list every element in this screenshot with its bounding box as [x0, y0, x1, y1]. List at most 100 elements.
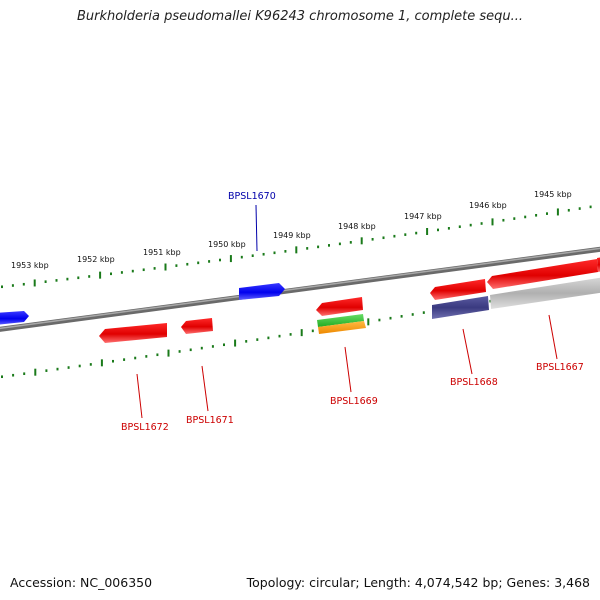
- gene-label: BPSL1669: [330, 396, 378, 407]
- minor-tick: [338, 242, 341, 246]
- minor-tick: [371, 237, 374, 241]
- minor-tick: [489, 299, 492, 303]
- minor-tick: [55, 279, 58, 282]
- minor-tick: [189, 348, 192, 352]
- minor-tick: [535, 213, 538, 217]
- gene-feature-bpsl1669[interactable]: [316, 297, 363, 316]
- minor-tick: [382, 236, 385, 240]
- minor-tick: [400, 315, 403, 318]
- accession-text: Accession: NC_006350: [10, 575, 153, 590]
- label-leaders: [136, 204, 558, 419]
- minor-tick: [45, 369, 48, 372]
- minor-tick: [245, 340, 248, 343]
- minor-tick: [306, 247, 309, 250]
- minor-tick: [524, 215, 527, 219]
- minor-tick: [589, 205, 592, 209]
- minor-tick: [77, 276, 80, 280]
- major-tick: [300, 329, 303, 337]
- minor-tick: [89, 363, 92, 366]
- minor-tick: [328, 244, 330, 247]
- minor-tick: [378, 318, 381, 322]
- gene-feature-bpsl1672[interactable]: [99, 323, 167, 343]
- major-tick: [367, 318, 370, 326]
- minor-tick: [123, 358, 126, 361]
- minor-tick: [422, 311, 425, 314]
- map-title: Burkholderia pseudomallei K96243 chromos…: [76, 9, 524, 24]
- chromosome-backbone: [0, 246, 600, 332]
- gene-feature-bpsl1670[interactable]: [239, 283, 285, 300]
- scale-ticks-upper: [1, 205, 592, 289]
- kbp-label: 1947 kbp: [404, 212, 442, 221]
- minor-tick: [211, 345, 214, 348]
- gene-label: BPSL1668: [450, 377, 498, 388]
- minor-tick: [256, 338, 259, 341]
- major-tick: [295, 246, 298, 254]
- minor-tick: [78, 364, 81, 368]
- gene-labels: BPSL1670 BPSL1672 BPSL1671 BPSL1669 BPSL…: [121, 191, 584, 433]
- minor-tick: [289, 333, 292, 336]
- minor-tick: [145, 355, 148, 358]
- genome-stats-text: Topology: circular; Length: 4,074,542 bp…: [246, 575, 590, 590]
- gene-feature-bpsl1669-alt[interactable]: [317, 314, 364, 327]
- minor-tick: [131, 269, 134, 273]
- minor-tick: [23, 372, 26, 376]
- minor-tick: [110, 272, 112, 276]
- minor-tick: [178, 350, 181, 353]
- minor-tick: [273, 251, 276, 255]
- kbp-label: 1953 kbp: [11, 261, 49, 270]
- gene-feature-bpsl1667-alt[interactable]: [490, 277, 600, 309]
- gene-label: BPSL1667: [536, 362, 584, 373]
- kbp-label: 1951 kbp: [143, 248, 181, 257]
- kbp-label: 1950 kbp: [208, 240, 246, 249]
- gene-feature-bpsl1669-alt2[interactable]: [318, 321, 366, 334]
- minor-tick: [153, 267, 156, 270]
- minor-tick: [480, 222, 483, 225]
- minor-tick: [223, 343, 225, 347]
- minor-tick: [267, 336, 270, 340]
- kbp-label: 1948 kbp: [338, 222, 376, 231]
- minor-tick: [120, 271, 123, 274]
- gene-feature-edge[interactable]: [597, 256, 600, 272]
- gene-feature-bpsl1668[interactable]: [430, 279, 486, 300]
- kbp-label: 1945 kbp: [534, 190, 572, 199]
- minor-tick: [262, 252, 265, 256]
- minor-tick: [208, 260, 211, 263]
- minor-tick: [284, 250, 287, 253]
- minor-tick: [11, 284, 14, 287]
- kbp-labels: 1953 kbp 1952 kbp 1951 kbp 1950 kbp 1949…: [11, 190, 572, 270]
- gene-feature-bpsl1668-alt[interactable]: [432, 296, 489, 319]
- minor-tick: [411, 313, 414, 316]
- minor-tick: [156, 353, 159, 357]
- minor-tick: [437, 228, 439, 232]
- minor-tick: [415, 231, 418, 235]
- forward-genes: [0, 283, 285, 325]
- minor-tick: [44, 280, 47, 283]
- major-tick: [229, 255, 232, 263]
- minor-tick: [349, 241, 352, 244]
- minor-tick: [175, 264, 178, 267]
- minor-tick: [389, 316, 392, 320]
- major-tick: [33, 279, 36, 287]
- minor-tick: [66, 277, 69, 281]
- kbp-label: 1949 kbp: [273, 231, 311, 240]
- major-tick: [100, 359, 103, 367]
- minor-tick: [502, 218, 505, 222]
- gene-feature-bpsl1671[interactable]: [181, 318, 213, 334]
- minor-tick: [88, 275, 91, 278]
- major-tick: [34, 368, 37, 376]
- minor-tick: [251, 254, 254, 258]
- reverse-genes: [99, 256, 600, 343]
- gene-feature-bpsl1667[interactable]: [487, 259, 598, 289]
- minor-tick: [404, 233, 407, 236]
- major-tick: [234, 339, 237, 347]
- minor-tick: [546, 212, 548, 215]
- major-tick: [556, 208, 559, 216]
- minor-tick: [200, 346, 203, 350]
- minor-tick: [240, 255, 243, 259]
- major-tick: [491, 218, 494, 226]
- minor-tick: [197, 261, 200, 265]
- minor-tick: [447, 227, 450, 230]
- gene-label: BPSL1671: [186, 415, 234, 426]
- gene-feature[interactable]: [0, 311, 29, 325]
